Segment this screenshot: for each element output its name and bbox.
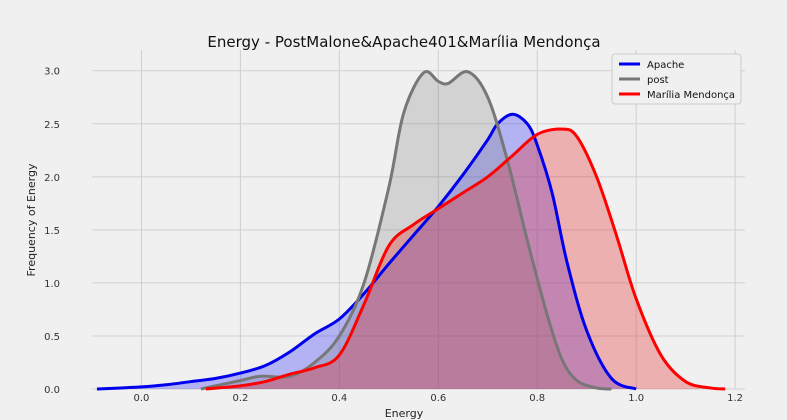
y-tick-label: 0.0 [44,385,60,396]
area-apache [96,114,637,389]
legend-label-post: post [647,75,669,86]
x-tick-labels: 0.0 0.2 0.4 0.6 0.8 1.0 1.2 [134,393,744,404]
x-tick-label: 0.0 [134,393,150,404]
y-tick-label: 2.0 [44,173,60,184]
area-marilia-mendonca [205,129,726,390]
y-tick-labels: 0.0 0.5 1.0 1.5 2.0 2.5 3.0 [44,67,60,396]
x-tick-label: 1.0 [628,393,644,404]
y-tick-label: 1.0 [44,279,60,290]
legend-label-apache: Apache [647,60,684,71]
x-tick-label: 0.2 [232,393,248,404]
x-tick-label: 1.2 [727,393,743,404]
legend-label-marilia-mendonca: Marília Mendonça [647,89,735,101]
chart-title: Energy - PostMalone&Apache401&Marília Me… [207,33,600,51]
y-tick-label: 1.5 [44,226,60,237]
y-axis-label: Frequency of Energy [25,163,38,276]
y-tick-label: 2.5 [44,120,60,131]
x-axis-label: Energy [385,407,424,420]
y-tick-label: 0.5 [44,332,60,343]
line-apache [96,112,637,391]
legend: Apache post Marília Mendonça [611,53,742,105]
x-tick-label: 0.4 [331,393,347,404]
y-tick-label: 3.0 [44,67,60,78]
density-lines [96,70,726,391]
x-tick-label: 0.6 [430,393,446,404]
line-marilia-mendonca [205,127,726,391]
legend-box [611,53,742,105]
x-tick-label: 0.8 [529,393,545,404]
